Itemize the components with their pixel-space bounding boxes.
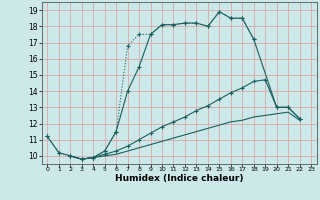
- X-axis label: Humidex (Indice chaleur): Humidex (Indice chaleur): [115, 174, 244, 183]
